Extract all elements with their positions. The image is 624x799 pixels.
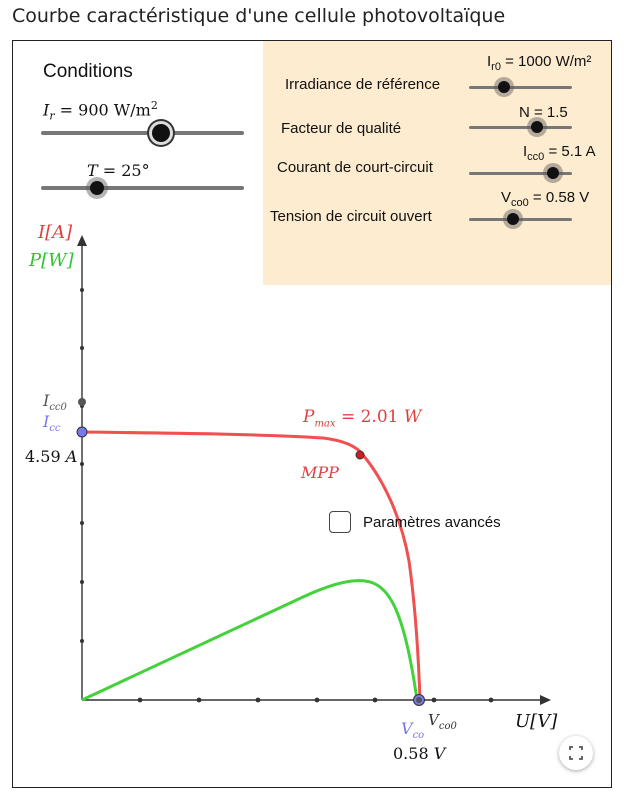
ref-irradiance-label: Irradiance de référence [285, 76, 441, 93]
short-circuit-value: Icc0 = 5.1 A [523, 143, 596, 163]
quality-factor-slider-handle[interactable] [531, 121, 543, 133]
quality-factor-slider-track[interactable] [469, 126, 572, 129]
pmax-label: Pmax = 2.01 W [303, 407, 422, 430]
icc-label: Icc [43, 412, 61, 435]
ref-irradiance-slider-track[interactable] [469, 86, 572, 89]
icc0-label: Icc0 [43, 391, 67, 414]
page-title: Courbe caractéristique d'une cellule pho… [12, 5, 506, 27]
advanced-panel [263, 41, 611, 285]
mpp-point[interactable] [355, 450, 365, 460]
ref-irradiance-slider-handle[interactable] [498, 81, 510, 93]
irradiance-slider-handle[interactable] [152, 124, 170, 142]
fullscreen-button[interactable] [559, 736, 593, 770]
advanced-parameters-label[interactable]: Paramètres avancés [363, 514, 501, 531]
power-axis-label: P[W] [29, 250, 74, 271]
irradiance-label: Ir = 900 W/m2 [43, 99, 158, 123]
advanced-parameters-checkbox[interactable] [329, 511, 351, 533]
icc-point[interactable] [76, 426, 88, 438]
irradiance-slider-track[interactable] [41, 131, 244, 135]
open-circuit-slider-handle[interactable] [507, 213, 519, 225]
short-circuit-slider-track[interactable] [469, 172, 572, 175]
current-axis-label: I[A] [38, 222, 73, 243]
current-curve [81, 430, 422, 701]
ref-irradiance-value: Ir0 = 1000 W/m² [487, 53, 592, 73]
quality-factor-value: N = 1.5 [519, 104, 568, 121]
iv-pv-plot[interactable] [13, 41, 611, 787]
applet[interactable]: Conditions Ir = 900 W/m2 T = 25° Irradia… [12, 40, 612, 788]
temperature-slider-track[interactable] [41, 186, 244, 190]
vco-label: Vco [401, 719, 425, 742]
vco-value-label: 0.58 V [393, 744, 446, 763]
conditions-heading: Conditions [43, 61, 133, 82]
power-curve [81, 579, 419, 702]
icc-value-label: 4.59 A [25, 447, 78, 466]
quality-factor-label: Facteur de qualité [281, 120, 402, 137]
temperature-label: T = 25° [87, 161, 150, 180]
open-circuit-value: Vco0 = 0.58 V [501, 189, 590, 209]
x-ticks [137, 697, 494, 703]
mpp-label: MPP [301, 463, 339, 482]
short-circuit-slider-handle[interactable] [547, 167, 559, 179]
vco0-label: Vco0 [428, 711, 457, 732]
fullscreen-icon [569, 746, 583, 760]
x-axis-label: U[V] [515, 711, 558, 732]
open-circuit-label: Tension de circuit ouvert [270, 208, 432, 225]
y-axis-arrow [77, 235, 87, 246]
open-circuit-slider-track[interactable] [469, 218, 572, 221]
short-circuit-label: Courant de court-circuit [277, 159, 433, 176]
y-ticks [80, 288, 84, 643]
vco0-point [416, 697, 422, 703]
temperature-slider-handle[interactable] [90, 181, 104, 195]
icc0-point[interactable] [78, 398, 86, 406]
x-axis-arrow [540, 695, 551, 705]
